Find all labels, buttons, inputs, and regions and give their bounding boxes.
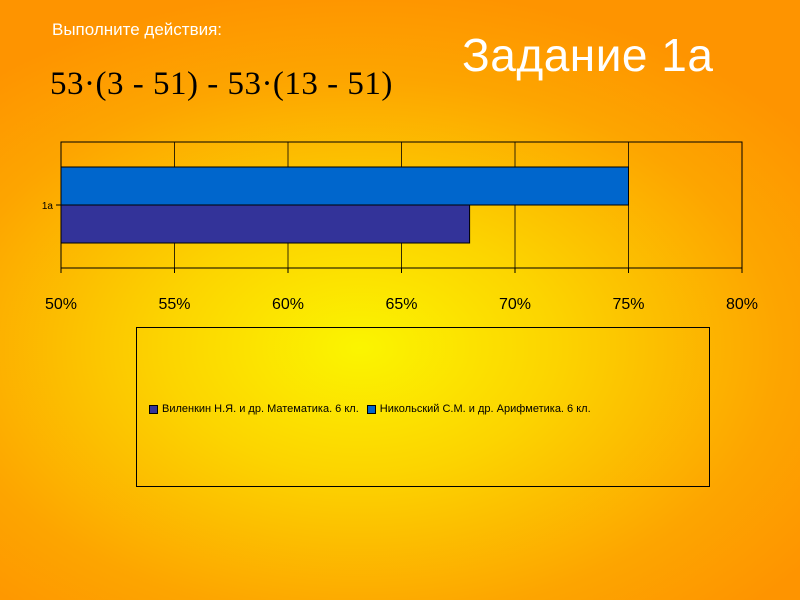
legend-item: Виленкин Н.Я. и др. Математика. 6 кл. bbox=[149, 403, 359, 415]
instruction-text: Выполните действия: bbox=[52, 20, 223, 39]
x-tick-label: 55% bbox=[158, 296, 190, 313]
y-category-label: 1а bbox=[42, 201, 54, 212]
legend-swatch bbox=[366, 404, 376, 414]
x-tick-label: 65% bbox=[385, 296, 417, 313]
x-tick-label: 75% bbox=[612, 296, 644, 313]
legend-label: Никольский С.М. и др. Арифметика. 6 кл. bbox=[379, 403, 591, 415]
legend-label: Виленкин Н.Я. и др. Математика. 6 кл. bbox=[162, 403, 359, 415]
chart-legend: Виленкин Н.Я. и др. Математика. 6 кл. Ник… bbox=[136, 327, 710, 487]
bar-1 bbox=[60, 204, 471, 244]
x-tick-label: 60% bbox=[272, 296, 304, 313]
slide-title: Задание 1а bbox=[462, 29, 714, 81]
legend-row: Виленкин Н.Я. и др. Математика. 6 кл. Ник… bbox=[149, 403, 599, 415]
legend-swatch bbox=[149, 404, 158, 414]
math-expression: 53·(3 - 51) - 53·(13 - 51) bbox=[50, 66, 393, 102]
bar-2 bbox=[60, 166, 629, 206]
bar-chart: 50% 55% 60% 65% 70% 75% 80% 1а bbox=[42, 141, 758, 313]
x-tick-label: 70% bbox=[499, 296, 531, 313]
x-tick-label: 50% bbox=[45, 296, 77, 313]
x-tick-label: 80% bbox=[726, 296, 758, 313]
legend-item: Никольский С.М. и др. Арифметика. 6 кл. bbox=[366, 403, 591, 415]
